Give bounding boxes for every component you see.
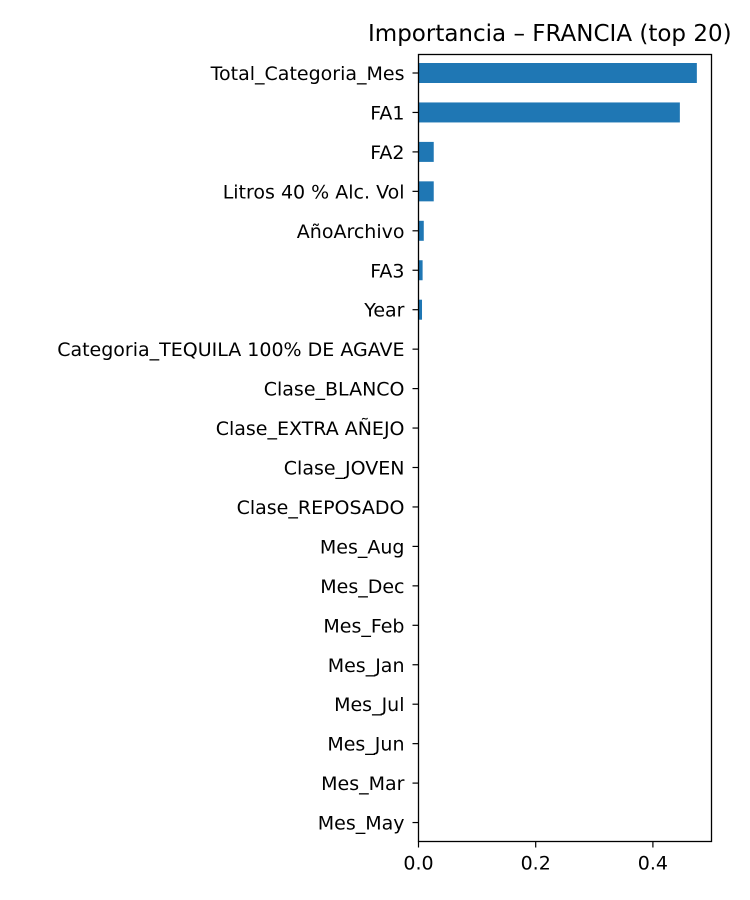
y-tick-label: FA2	[370, 142, 404, 164]
y-tick-label: Total_Categoria_Mes	[210, 63, 405, 85]
y-tick-label: Clase_BLANCO	[264, 379, 405, 401]
y-tick-label: Mes_Mar	[321, 773, 405, 795]
plot-frame	[417, 53, 713, 843]
y-tick-label: Mes_Aug	[320, 536, 405, 558]
y-tick-label: Year	[363, 300, 404, 322]
chart-title: Importancia – FRANCIA (top 20)	[368, 21, 732, 47]
y-tick-label: Mes_Jan	[328, 655, 405, 677]
x-tick-label: 0.2	[521, 853, 551, 875]
y-tick-label: Mes_Feb	[323, 615, 404, 637]
x-axis: 0.0 0.2 0.4	[403, 841, 668, 875]
x-tick-label: 0.4	[638, 853, 668, 875]
y-tick-label: Mes_Jun	[327, 734, 404, 756]
bar-4	[418, 181, 434, 202]
y-tick-label: Clase_REPOSADO	[237, 497, 405, 519]
bar-7	[418, 299, 423, 320]
y-tick-label: FA1	[370, 102, 404, 124]
x-tick-label: 0.0	[403, 853, 433, 875]
y-tick-label: AñoArchivo	[297, 221, 405, 243]
y-tick-label: Mes_Dec	[320, 576, 404, 598]
y-tick-label: Categoria_TEQUILA 100% DE AGAVE	[57, 339, 404, 361]
bar-3	[418, 141, 434, 162]
bar-1	[418, 63, 697, 83]
bars-group	[418, 63, 697, 320]
y-tick-label: Mes_Jul	[334, 694, 404, 716]
bar-2	[418, 102, 680, 123]
y-tick-label: Litros 40 % Alc. Vol	[223, 181, 405, 203]
y-tick-label: FA3	[370, 260, 404, 282]
y-tick-labels: Total_Categoria_Mes FA1 FA2 Litros 40 % Alc…	[57, 63, 419, 835]
y-tick-label: Clase_EXTRA AÑEJO	[216, 417, 405, 440]
bar-5	[418, 220, 424, 241]
y-tick-label: Clase_JOVEN	[284, 458, 405, 480]
y-tick-label: Mes_May	[318, 813, 405, 835]
bar-6	[418, 260, 423, 281]
